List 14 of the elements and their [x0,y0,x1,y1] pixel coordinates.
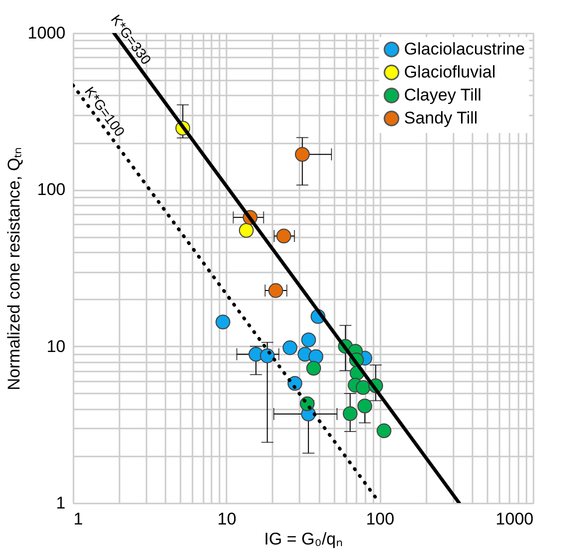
y-tick-label: 1000 [28,24,66,42]
y-tick-label: 100 [37,180,66,200]
legend-label: Glaciolacustrine [404,40,525,58]
x-tick-label: 1000 [496,510,534,528]
legend-label: Clayey Till [404,86,482,104]
x-tick-label: 100 [366,510,394,528]
x-tick-label: 1 [74,510,83,528]
y-axis-title: Normalized cone resistance, Qₜₙ [4,146,24,390]
x-tick-label: 10 [217,510,236,528]
y-tick-label: 10 [46,336,66,356]
legend-label: Sandy Till [404,108,478,128]
x-axis-title: IG = G₀/qₙ [264,530,343,548]
legend-label: Glaciofluvial [404,62,496,82]
y-tick-label: 1 [56,494,66,512]
